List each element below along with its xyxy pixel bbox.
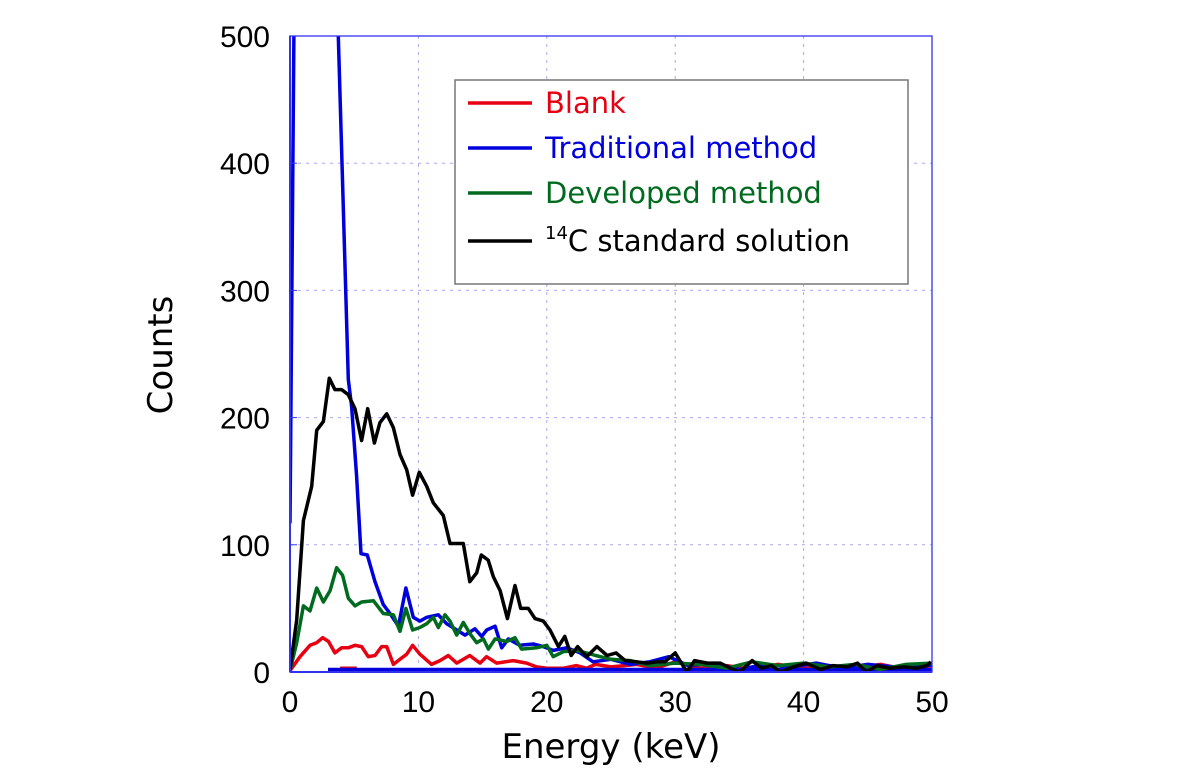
- legend-label: Traditional method: [544, 131, 817, 165]
- y-tick-label: 500: [220, 21, 270, 54]
- legend-label: Developed method: [545, 176, 822, 210]
- x-tick-label: 20: [530, 686, 563, 719]
- x-tick-label: 40: [787, 686, 820, 719]
- x-tick-label: 10: [402, 686, 435, 719]
- y-tick-label: 0: [253, 657, 270, 690]
- y-tick-label: 300: [220, 275, 270, 308]
- series-line-developed-method: [290, 565, 932, 672]
- y-tick-label: 200: [220, 403, 270, 436]
- legend-item: Developed method: [468, 176, 822, 210]
- series-line-14c-standard-solution: [290, 376, 932, 672]
- x-tick-label: 30: [659, 686, 692, 719]
- legend: Blank Traditional method Developed method 1…: [454, 79, 909, 285]
- axes: [289, 35, 933, 673]
- y-axis-label: Counts: [141, 296, 181, 415]
- x-tick-label: 50: [915, 686, 948, 719]
- legend-label-superscript: 14: [545, 223, 568, 244]
- legend-label: Blank: [545, 86, 626, 120]
- series-group: [290, 36, 932, 672]
- legend-box: [454, 79, 909, 285]
- y-tick-label: 100: [220, 530, 270, 563]
- legend-label-text: C standard solution: [568, 224, 850, 258]
- y-tick-label: 400: [220, 148, 270, 181]
- legend-item: 14C standard solution: [468, 223, 850, 258]
- legend-item: Blank: [468, 86, 626, 120]
- legend-item: Traditional method: [468, 131, 817, 165]
- legend-label: 14C standard solution: [545, 223, 850, 258]
- x-tick-label: 0: [282, 686, 299, 719]
- x-axis-label: Energy (keV): [501, 727, 720, 767]
